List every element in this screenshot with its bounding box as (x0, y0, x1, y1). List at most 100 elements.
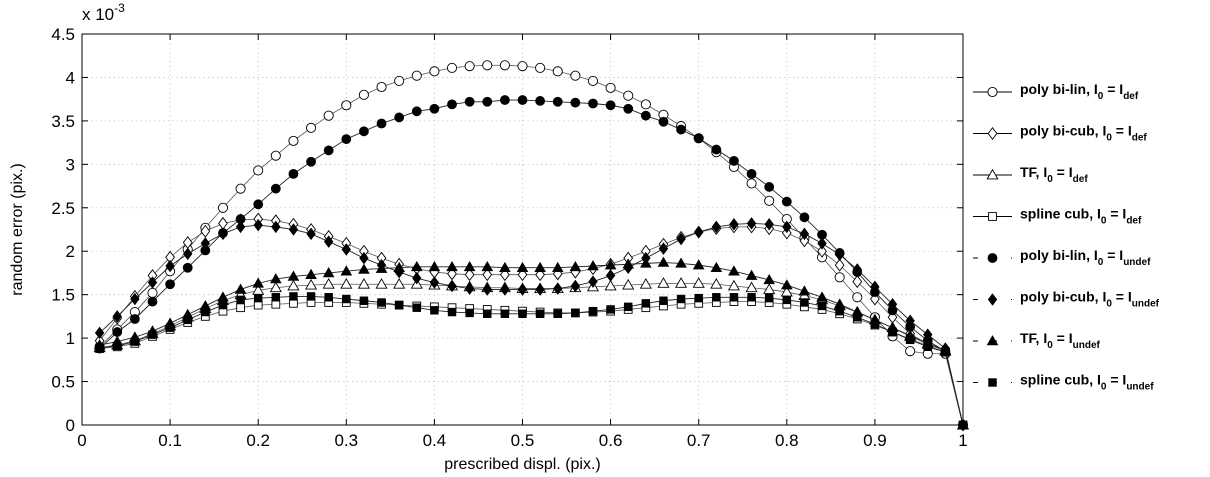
data-point (200, 224, 211, 238)
data-point (430, 306, 439, 315)
x-tick-label: 0.1 (158, 431, 182, 450)
data-point (482, 96, 493, 107)
legend-entry: poly bi-lin, I0 = Idef (973, 81, 1139, 102)
data-point (763, 283, 776, 294)
data-point (112, 310, 122, 323)
data-point (447, 307, 457, 317)
data-point (692, 277, 705, 288)
legend-marker (987, 127, 998, 140)
data-point (464, 268, 475, 282)
data-point (641, 299, 651, 308)
data-point (534, 261, 546, 272)
data-point (236, 303, 245, 313)
data-point (569, 260, 582, 272)
data-point (624, 302, 633, 312)
legend-entry: poly bi-cub, I0 = Iundef (973, 289, 1160, 310)
data-point (676, 232, 686, 246)
data-point (394, 112, 405, 123)
data-point (745, 269, 758, 280)
data-point (500, 309, 510, 318)
series-1 (94, 60, 969, 431)
data-point (112, 327, 123, 337)
data-point (447, 99, 457, 110)
data-point (887, 297, 898, 311)
data-point (271, 299, 281, 309)
data-point (376, 118, 387, 129)
x-tick-label: 0.3 (334, 431, 358, 450)
data-point (816, 291, 828, 302)
data-point (711, 220, 722, 234)
data-point (694, 293, 703, 303)
data-point (834, 272, 845, 283)
data-point (464, 96, 475, 107)
data-point (834, 248, 845, 261)
data-point (605, 269, 616, 282)
data-point (341, 243, 351, 256)
data-point (499, 95, 510, 105)
data-point (465, 308, 474, 318)
data-point (183, 315, 192, 325)
y-tick-label: 0 (66, 416, 75, 435)
data-point (552, 66, 563, 77)
data-point (464, 282, 475, 295)
data-point (516, 261, 529, 272)
data-point (570, 70, 581, 81)
data-point (780, 279, 793, 290)
data-point (800, 298, 809, 307)
data-point (324, 293, 333, 302)
data-point (270, 150, 281, 161)
data-point (234, 283, 247, 294)
data-point (165, 323, 175, 332)
x-tick-label: 0.9 (863, 431, 887, 450)
data-point (639, 278, 652, 289)
data-point (147, 296, 158, 307)
data-point (269, 281, 282, 293)
data-point (113, 341, 122, 351)
data-point (853, 313, 862, 322)
data-point (271, 293, 281, 302)
data-point (271, 220, 281, 234)
data-point (817, 244, 827, 258)
data-point (464, 61, 475, 72)
data-point (905, 335, 915, 345)
data-point (570, 279, 581, 293)
data-point (729, 293, 739, 302)
data-point (694, 225, 704, 239)
data-point (482, 283, 492, 296)
series-line (99, 262, 964, 426)
data-point (288, 223, 299, 236)
plot-series (93, 60, 970, 432)
data-point (499, 60, 510, 71)
legend-label: poly bi-lin, I0 = Idef (1020, 81, 1139, 102)
data-point (306, 122, 317, 133)
data-point (675, 277, 688, 288)
data-point (517, 283, 528, 296)
data-point (799, 212, 810, 223)
data-point (587, 260, 599, 271)
data-point (306, 292, 316, 301)
data-point (270, 183, 281, 194)
series-4 (95, 297, 968, 430)
data-point (218, 300, 228, 310)
data-point (270, 273, 282, 284)
data-point (322, 278, 335, 289)
data-point (746, 217, 757, 230)
legend-entry: spline cub, I0 = Idef (973, 206, 1142, 227)
series-line (99, 222, 964, 426)
legend-marker (986, 335, 999, 346)
data-point (359, 251, 369, 265)
data-point (941, 347, 950, 357)
data-point (217, 291, 229, 302)
data-point (764, 218, 774, 231)
data-point (852, 275, 863, 289)
data-point (657, 256, 670, 267)
data-point (535, 96, 546, 106)
legend-label: spline cub, I0 = Idef (1020, 206, 1142, 227)
data-point (728, 265, 740, 276)
data-point (923, 342, 932, 352)
data-point (375, 262, 388, 273)
data-point (604, 279, 617, 291)
data-point (587, 75, 599, 86)
data-point (147, 287, 158, 298)
data-point (500, 283, 510, 296)
